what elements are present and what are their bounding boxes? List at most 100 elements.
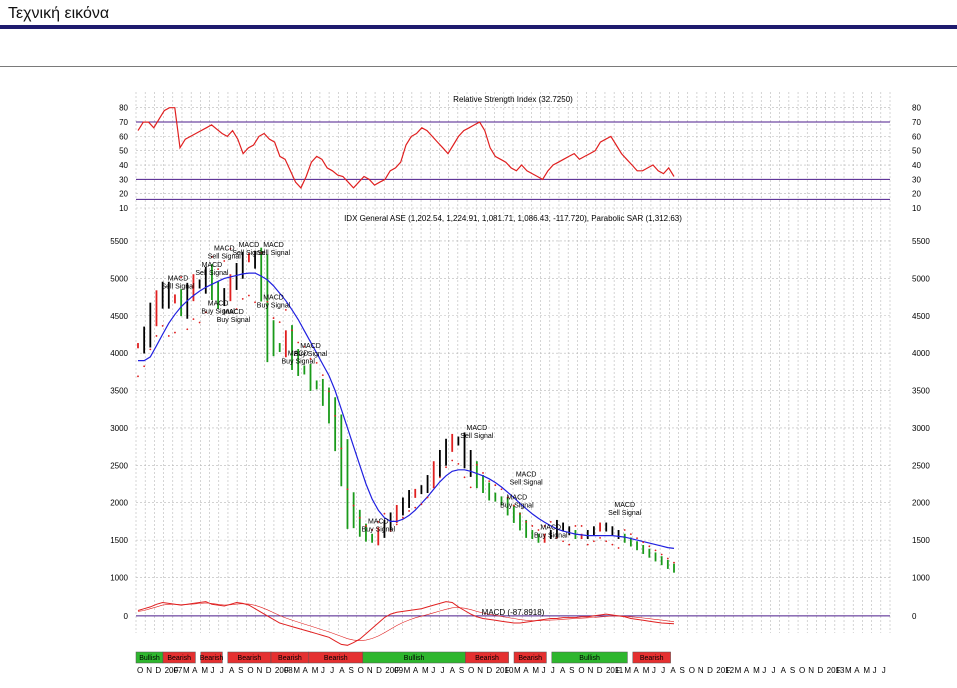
x-tick-label: M: [735, 666, 742, 675]
x-tick-label: N: [257, 666, 263, 675]
parabolic-sar-dot: [389, 530, 392, 533]
phase-block: [632, 651, 671, 664]
x-tick-label: M: [422, 666, 429, 675]
parabolic-sar-dot: [519, 512, 521, 515]
price-tick-label: 4000: [912, 349, 930, 358]
parabolic-sar-dot: [315, 362, 318, 364]
macd-line: [137, 601, 675, 646]
x-tick-label: N: [477, 666, 483, 675]
parabolic-sar-dot: [574, 525, 577, 527]
parabolic-sar-dot: [469, 486, 472, 489]
rsi-tick-label: 40: [119, 161, 128, 170]
x-tick-label: F: [284, 666, 289, 675]
page-title: Τεχνική εικόνα: [8, 5, 110, 22]
x-tick-label: J: [661, 666, 665, 675]
x-tick-label: 2013: [827, 666, 845, 675]
signal-annotation: MACD: [239, 242, 260, 249]
x-tick-label: O: [137, 666, 143, 675]
x-tick-label: M: [643, 666, 650, 675]
x-tick-label: J: [211, 666, 215, 675]
rsi-title: Relative Strength Index (32.7250): [453, 95, 573, 104]
macd-tick-label: 0: [124, 612, 129, 621]
price-tick-label: 1000: [912, 574, 930, 583]
x-tick-label: F: [394, 666, 399, 675]
section-divider: [0, 66, 957, 67]
price-tick-label: 4500: [912, 312, 930, 321]
parabolic-sar-dot: [297, 341, 300, 344]
parabolic-sar-dot: [291, 329, 293, 332]
parabolic-sar-dot: [636, 537, 638, 540]
price-tick-label: 2500: [912, 461, 930, 470]
x-tick-label: N: [808, 666, 814, 675]
phase-label: Bearish: [278, 655, 302, 662]
x-tick-label: S: [569, 666, 574, 675]
phase-label: Bearish: [475, 655, 499, 662]
parabolic-sar-dot: [321, 374, 324, 377]
x-tick-label: M: [863, 666, 870, 675]
x-tick-label: 2010: [496, 666, 514, 675]
phase-block: [551, 651, 628, 664]
price-tick-label: 3000: [912, 424, 930, 433]
signal-annotation: Buy Signal: [257, 302, 291, 309]
signal-annotation: Sell Signal: [460, 433, 494, 440]
signal-annotation: Sell Signal: [208, 254, 242, 261]
parabolic-sar-dot: [340, 447, 343, 450]
x-tick-label: A: [744, 666, 750, 675]
parabolic-sar-dot: [623, 529, 626, 531]
phase-label: Bullish: [139, 655, 160, 662]
x-tick-label: 2007: [165, 666, 183, 675]
price-tick-label: 5000: [912, 274, 930, 283]
parabolic-sar-dot: [654, 549, 657, 552]
parabolic-sar-dot: [642, 541, 645, 544]
x-tick-label: M: [183, 666, 190, 675]
parabolic-sar-dot: [500, 488, 503, 491]
price-tick-label: 2500: [110, 461, 128, 470]
parabolic-sar-dot: [383, 512, 386, 515]
x-tick-label: S: [459, 666, 464, 675]
rsi-tick-label: 80: [119, 104, 128, 113]
x-tick-label: A: [634, 666, 640, 675]
parabolic-sar-dot: [137, 375, 139, 378]
rsi-tick-label: 60: [119, 132, 128, 141]
rsi-tick-label: 70: [912, 118, 921, 127]
rsi-tick-label: 50: [912, 147, 921, 156]
macd-title: MACD (-87.8918): [482, 608, 545, 617]
price-tick-label: 2000: [912, 499, 930, 508]
signal-annotation: MACD: [202, 262, 223, 269]
x-tick-label: 2011: [606, 666, 624, 675]
phase-block: [200, 651, 223, 664]
phase-label: Bearish: [167, 655, 191, 662]
x-tick-label: A: [339, 666, 345, 675]
signal-annotation: MACD: [540, 525, 561, 532]
signal-annotation: Buy Signal: [362, 527, 396, 534]
x-tick-label: J: [220, 666, 224, 675]
x-tick-label: J: [762, 666, 766, 675]
x-tick-label: D: [817, 666, 823, 675]
parabolic-sar-dot: [223, 260, 226, 262]
parabolic-sar-dot: [525, 520, 528, 523]
phase-label: Bearish: [640, 655, 664, 662]
parabolic-sar-dot: [586, 543, 589, 546]
x-tick-label: J: [873, 666, 877, 675]
x-tick-label: M: [201, 666, 208, 675]
parabolic-sar-dot: [494, 484, 497, 487]
parabolic-sar-dot: [660, 553, 663, 556]
signal-annotation: MACD: [214, 246, 235, 253]
x-tick-label: S: [790, 666, 795, 675]
x-tick-label: D: [707, 666, 713, 675]
signal-annotation: Sell Signal: [232, 250, 266, 257]
parabolic-sar-dot: [346, 488, 349, 491]
x-tick-label: O: [799, 666, 805, 675]
parabolic-sar-dot: [186, 328, 189, 331]
price-panel: 5500 5500 5000 5000 4500 4500 4000 4000 3500 3500…: [110, 237, 930, 583]
parabolic-sar-dot: [395, 523, 398, 526]
parabolic-sar-dot: [211, 256, 213, 258]
rsi-tick-label: 30: [119, 175, 128, 184]
x-tick-label: O: [689, 666, 695, 675]
parabolic-sar-dot: [432, 486, 435, 489]
x-tick-label: A: [192, 666, 198, 675]
x-tick-label: 2008: [275, 666, 293, 675]
parabolic-sar-dot: [278, 321, 281, 324]
rsi-tick-label: 20: [912, 190, 921, 199]
x-tick-label: M: [753, 666, 760, 675]
